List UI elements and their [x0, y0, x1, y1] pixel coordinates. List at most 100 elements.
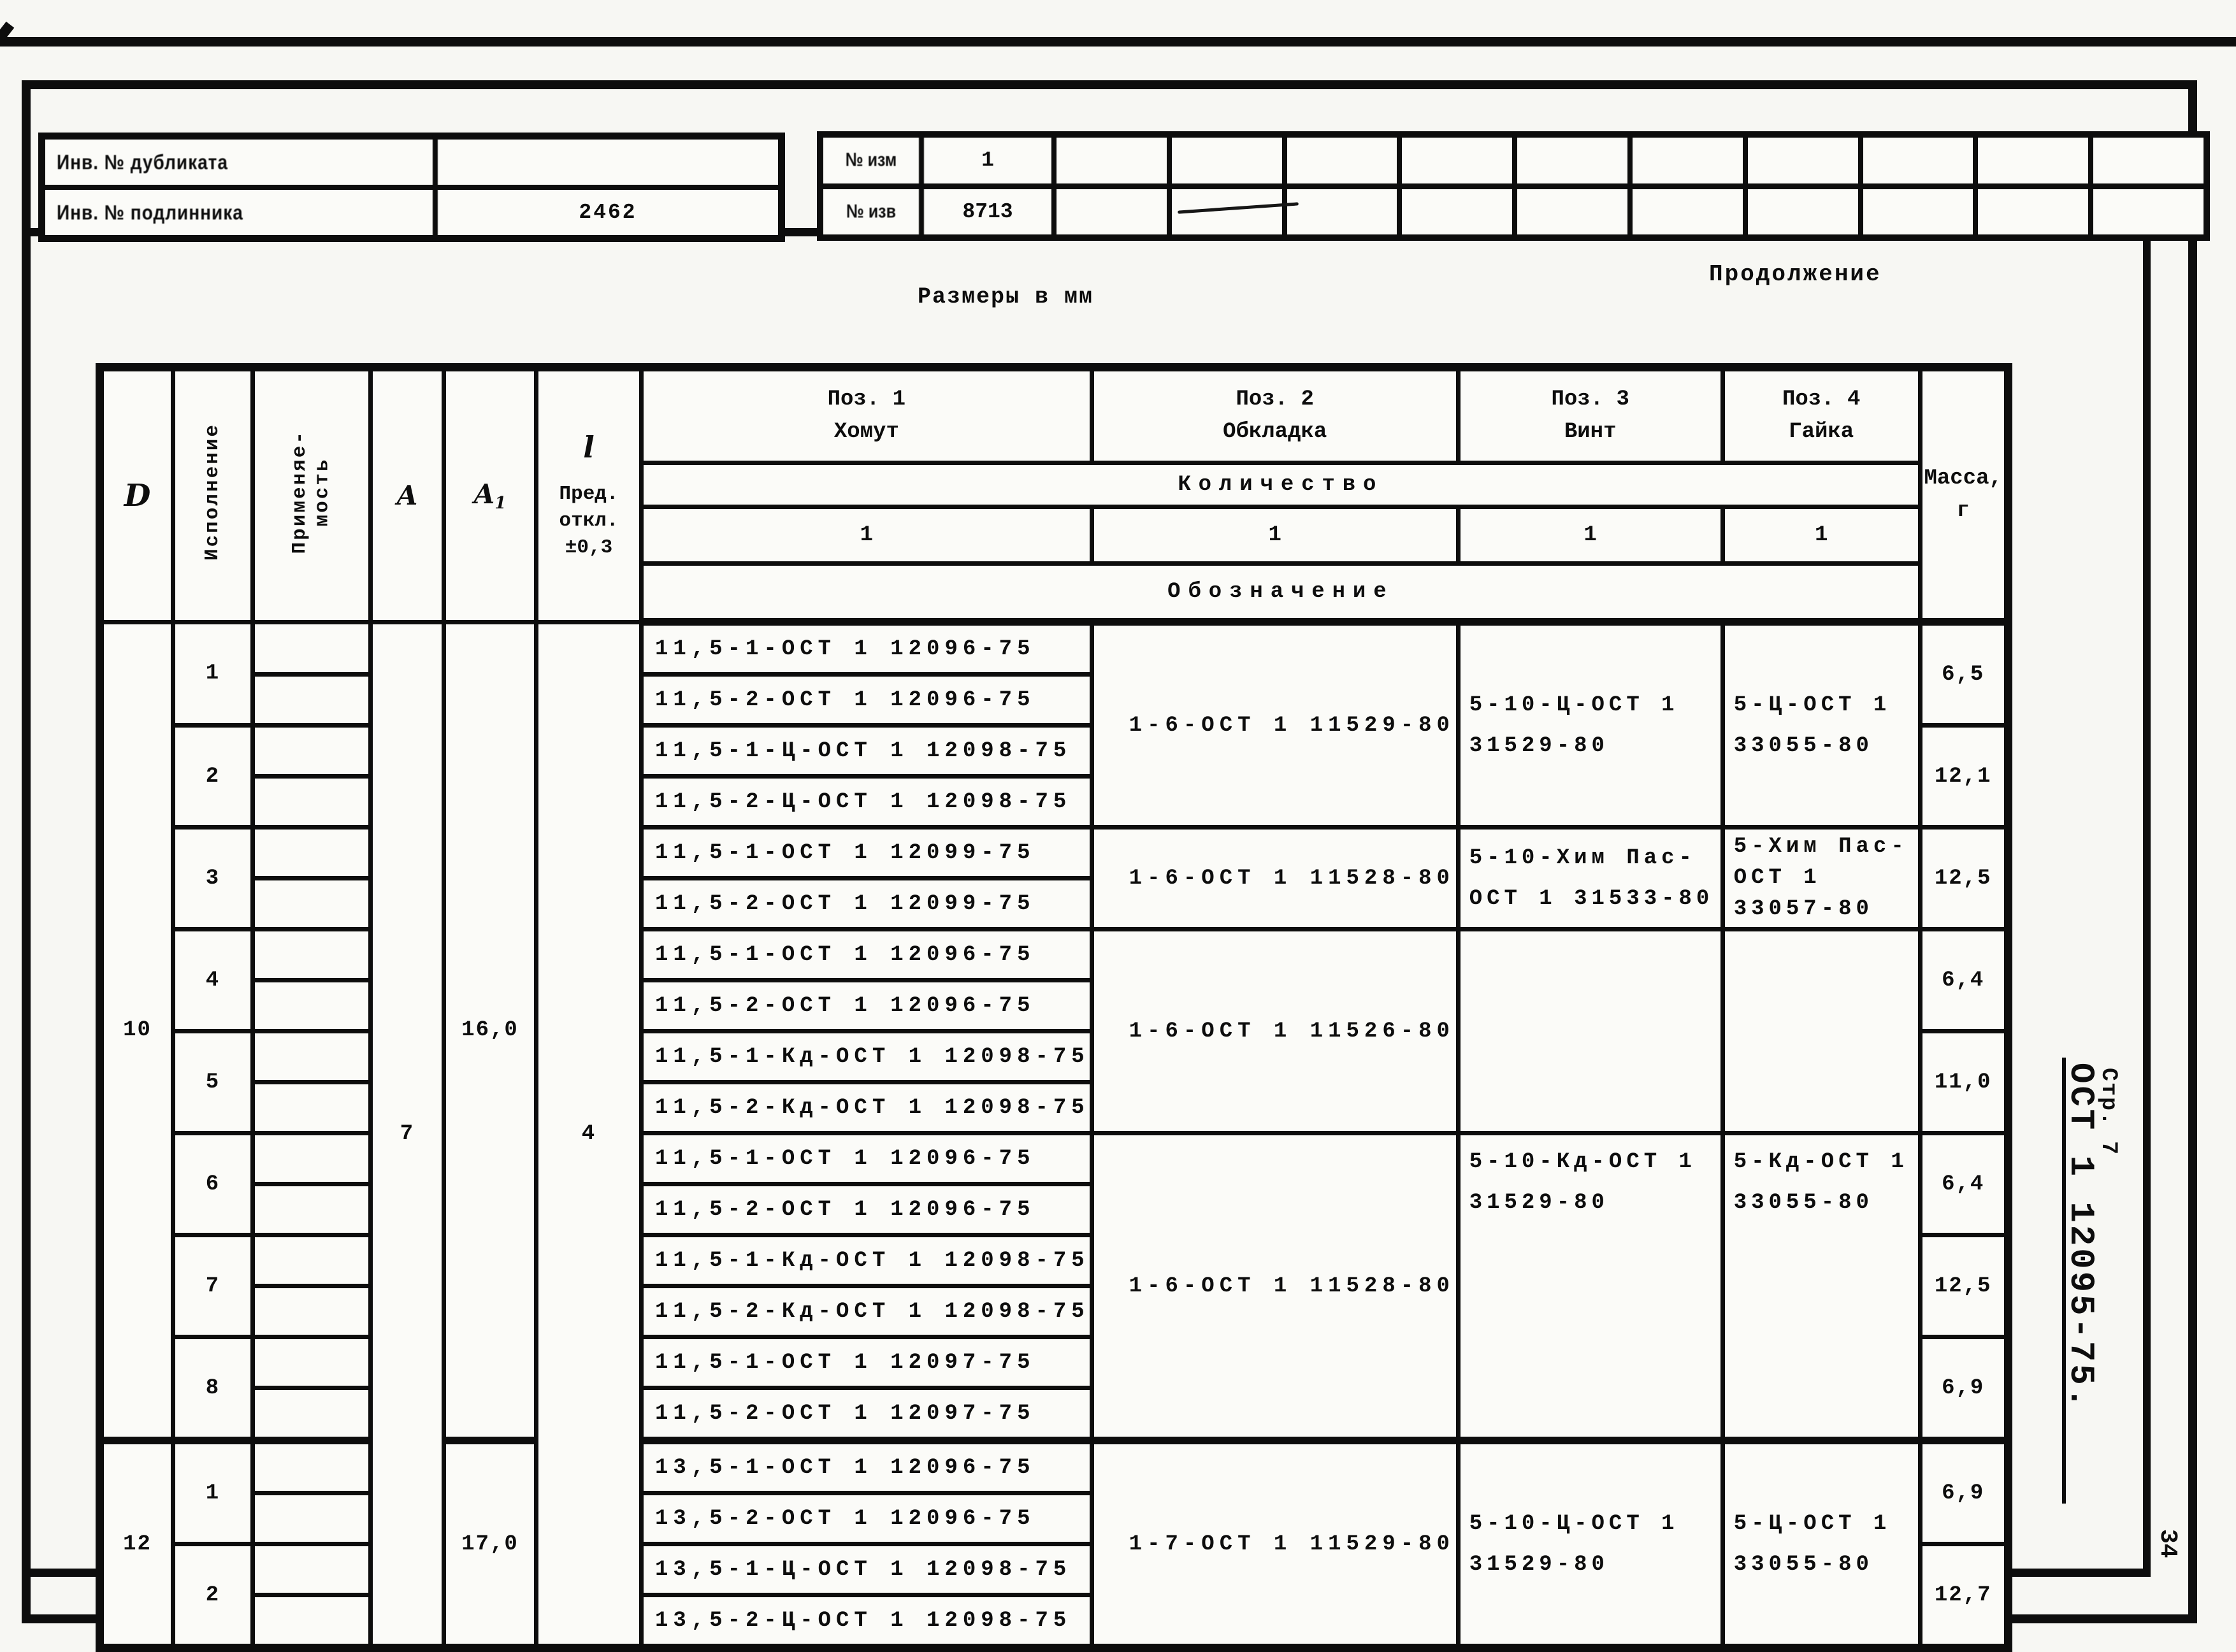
pos1-designation: 11,5-2-ОСТ 1 12099-75 — [639, 876, 1094, 931]
pos2-designation: 1-6-ОСТ 1 11528-80 — [1089, 825, 1461, 931]
izv-value: 8713 — [924, 189, 1057, 234]
header-d: D — [97, 365, 175, 624]
isp-number: 3 — [171, 825, 255, 931]
primenyaemost-cell — [250, 825, 373, 880]
header-pos1: Поз. 1 Хомут — [639, 365, 1094, 465]
primenyaemost-cell — [250, 1542, 373, 1597]
sheet-number: 34 — [2154, 1529, 2181, 1558]
isp-number: 8 — [171, 1335, 255, 1443]
primenyaemost-cell — [250, 1491, 373, 1546]
revision-row-izv: № изв 8713 — [823, 184, 2204, 240]
header-quantity: Количество — [639, 461, 1922, 509]
l-symbol: l — [583, 429, 595, 464]
primenyaemost-cell — [250, 1182, 373, 1237]
pos3-designation: 5-10-Ц-ОСТ 1 31529-80 — [1455, 1437, 1725, 1650]
units-note: Размеры в мм — [918, 284, 1094, 310]
pos2-designation: 1-6-ОСТ 1 11529-80 — [1089, 619, 1461, 830]
header-l-tolerance: l Пред. откл. ±0,3 — [534, 365, 644, 624]
header-designation: Обозначение — [639, 561, 1922, 626]
pos1-designation: 11,5-2-ОСТ 1 12096-75 — [639, 672, 1094, 728]
primenyaemost-cell — [250, 619, 373, 677]
quantity-pos3: 1 — [1455, 505, 1725, 566]
mass-value: 6,9 — [1917, 1437, 2010, 1546]
isp-number: 5 — [171, 1029, 255, 1135]
primenyaemost-cell — [250, 927, 373, 982]
pos1-designation: 11,5-1-ОСТ 1 12096-75 — [639, 1131, 1094, 1186]
quantity-pos1: 1 — [639, 505, 1094, 566]
mass-value: 12,5 — [1917, 1233, 2010, 1339]
pos3-designation: 5-10-Хим Пас- ОСТ 1 31533-80 — [1455, 825, 1725, 931]
header-a: A — [368, 365, 446, 624]
pos1-designation: 11,5-2-Ц-ОСТ 1 12098-75 — [639, 774, 1094, 830]
izv-label: № изв — [823, 184, 924, 240]
continuation-note: Продолжение — [1709, 261, 1882, 287]
isp-number: 6 — [171, 1131, 255, 1237]
pos1-designation: 11,5-1-ОСТ 1 12096-75 — [639, 619, 1094, 677]
pos2-designation: 1-7-ОСТ 1 11529-80 — [1089, 1437, 1461, 1650]
side-label: ОСТ 1 12095-75. Стр. 7 — [2061, 1063, 2121, 1547]
revision-grid: № изм 1 № изв 8713 — [817, 131, 2210, 241]
pos4-designation: 5-Хим Пас- ОСТ 1 33057-80 — [1720, 825, 1922, 931]
pos1-designation: 13,5-1-Ц-ОСТ 1 12098-75 — [639, 1542, 1094, 1597]
d-value: 12 — [97, 1437, 175, 1650]
header-primenyaemost: Применяе-мость — [250, 365, 373, 624]
pos1-designation: 13,5-2-ОСТ 1 12096-75 — [639, 1491, 1094, 1546]
isp-number: 1 — [171, 619, 255, 728]
pos1-designation: 11,5-2-Кд-ОСТ 1 12098-75 — [639, 1284, 1094, 1339]
pos1-designation: 13,5-2-Ц-ОСТ 1 12098-75 — [639, 1593, 1094, 1650]
pos1-designation: 13,5-1-ОСТ 1 12096-75 — [639, 1437, 1094, 1495]
stamp-row-original: Инв. № подлинника 2462 — [45, 186, 778, 239]
revision-row-izm: № изм 1 — [823, 133, 2204, 189]
quantity-pos4: 1 — [1720, 505, 1922, 566]
primenyaemost-cell — [250, 774, 373, 830]
content-frame-right-line — [2143, 228, 2151, 1576]
pos1-designation: 11,5-1-Кд-ОСТ 1 12098-75 — [639, 1233, 1094, 1288]
primenyaemost-cell — [250, 1233, 373, 1288]
specification-table: D Исполнение Применяе-мость A A1 l Пред.… — [96, 363, 2012, 1652]
mass-value: 6,5 — [1917, 619, 2010, 728]
pos4-designation: 5-Ц-ОСТ 1 33055-80 — [1720, 619, 1922, 830]
primenyaemost-cell — [250, 1437, 373, 1495]
header-mass: Масса, г — [1917, 365, 2010, 626]
page-label: Стр. 7 — [2096, 1068, 2121, 1156]
pos1-designation: 11,5-2-ОСТ 1 12096-75 — [639, 1182, 1094, 1237]
primenyaemost-cell — [250, 876, 373, 931]
izm-label: № изм — [823, 133, 924, 188]
header-ispolnenie: Исполнение — [171, 365, 255, 624]
primenyaemost-cell — [250, 672, 373, 728]
isp-number: 2 — [171, 723, 255, 830]
pos3-empty-cell — [1455, 927, 1725, 1135]
isp-number: 4 — [171, 927, 255, 1033]
primenyaemost-cell — [250, 1080, 373, 1135]
doc-number-underline — [2062, 1058, 2066, 1504]
tolerance-note: Пред. откл. ±0,3 — [559, 482, 619, 559]
stamp-duplicate-value — [438, 140, 778, 185]
pos1-designation: 11,5-2-ОСТ 1 12096-75 — [639, 978, 1094, 1033]
inventory-stamp-block: Инв. № дубликата Инв. № подлинника 2462 — [38, 133, 785, 242]
mass-value: 6,4 — [1917, 1131, 2010, 1237]
primenyaemost-cell — [250, 1593, 373, 1650]
pos3-designation: 5-10-Кд-ОСТ 1 31529-80 — [1455, 1131, 1725, 1443]
pos4-designation: 5-Ц-ОСТ 1 33055-80 — [1720, 1437, 1922, 1650]
doc-number: ОСТ 1 12095-75. — [2061, 1063, 2100, 1411]
primenyaemost-cell — [250, 1284, 373, 1339]
pos1-designation: 11,5-1-ОСТ 1 12099-75 — [639, 825, 1094, 880]
pos2-designation: 1-6-ОСТ 1 11528-80 — [1089, 1131, 1461, 1443]
primenyaemost-cell — [250, 723, 373, 779]
mass-value: 6,4 — [1917, 927, 2010, 1033]
a1-value: 16,0 — [442, 619, 538, 1443]
isp-number: 1 — [171, 1437, 255, 1546]
pos4-empty-cell — [1720, 927, 1922, 1135]
pos1-designation: 11,5-2-Кд-ОСТ 1 12098-75 — [639, 1080, 1094, 1135]
pos2-designation: 1-6-ОСТ 1 11526-80 — [1089, 927, 1461, 1135]
pos3-designation: 5-10-Ц-ОСТ 1 31529-80 — [1455, 619, 1725, 830]
sheet-top-edge-line — [0, 37, 2236, 47]
stamp-duplicate-label: Инв. № дубликата — [45, 136, 438, 189]
pos1-designation: 11,5-1-ОСТ 1 12097-75 — [639, 1335, 1094, 1390]
pos1-designation: 11,5-1-ОСТ 1 12096-75 — [639, 927, 1094, 982]
header-pos4: Поз. 4 Гайка — [1720, 365, 1922, 465]
header-pos2: Поз. 2 Обкладка — [1089, 365, 1461, 465]
primenyaemost-cell — [250, 1335, 373, 1390]
quantity-pos2: 1 — [1089, 505, 1461, 566]
